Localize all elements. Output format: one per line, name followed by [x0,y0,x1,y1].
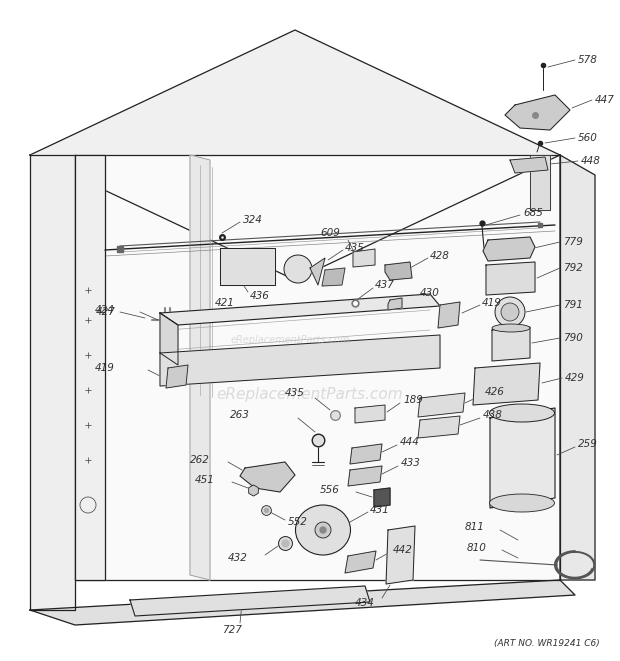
Text: 427: 427 [96,307,116,317]
Polygon shape [353,249,375,267]
Polygon shape [75,155,560,580]
Polygon shape [438,302,460,328]
Polygon shape [418,393,465,417]
Text: 263: 263 [230,410,250,420]
Polygon shape [240,462,295,492]
Text: 578: 578 [578,55,598,65]
Text: 432: 432 [228,553,248,563]
Circle shape [501,303,519,321]
Text: 437: 437 [375,280,395,290]
Text: 448: 448 [581,156,601,166]
Text: 430: 430 [420,288,440,298]
Polygon shape [510,157,548,173]
Text: 262: 262 [190,455,210,465]
Text: 779: 779 [563,237,583,247]
Ellipse shape [490,494,554,512]
Text: 792: 792 [563,263,583,273]
Polygon shape [160,294,440,325]
Text: eReplacementParts.com: eReplacementParts.com [230,335,350,345]
Polygon shape [418,416,460,438]
Text: 552: 552 [288,517,308,527]
Polygon shape [322,268,345,286]
Polygon shape [350,444,382,464]
Text: 447: 447 [595,95,615,105]
Polygon shape [220,248,275,285]
Text: 435: 435 [345,243,365,253]
Polygon shape [486,262,535,295]
Polygon shape [374,488,390,507]
Text: 811: 811 [465,522,485,532]
Ellipse shape [492,324,530,332]
Polygon shape [160,335,440,386]
Text: 791: 791 [563,300,583,310]
Polygon shape [30,155,75,610]
Polygon shape [490,408,555,508]
Polygon shape [492,327,530,361]
Text: 426: 426 [485,387,505,397]
Text: 609: 609 [320,228,340,238]
Polygon shape [560,155,595,580]
Text: 189: 189 [403,395,423,405]
Ellipse shape [296,505,350,555]
Polygon shape [355,405,385,423]
Text: 419: 419 [482,298,502,308]
Text: 790: 790 [563,333,583,343]
Polygon shape [30,30,560,280]
Text: 560: 560 [578,133,598,143]
Text: 433: 433 [401,458,421,468]
Polygon shape [385,262,412,280]
Text: 429: 429 [565,373,585,383]
Circle shape [284,255,312,283]
Polygon shape [483,237,535,261]
Text: 435: 435 [285,388,305,398]
Polygon shape [160,313,178,365]
Text: 436: 436 [250,291,270,301]
Text: 556: 556 [320,485,340,495]
Polygon shape [473,363,540,405]
Text: 324: 324 [243,215,263,225]
Polygon shape [310,258,325,285]
Circle shape [320,527,326,533]
Polygon shape [345,551,376,573]
Text: 428: 428 [430,251,450,261]
Polygon shape [30,580,575,625]
Text: 259: 259 [578,439,598,449]
Circle shape [315,522,331,538]
Text: 444: 444 [400,437,420,447]
Ellipse shape [490,404,554,422]
Circle shape [495,297,525,327]
Polygon shape [505,95,570,130]
Polygon shape [348,466,382,486]
Text: 685: 685 [523,208,543,218]
Text: 727: 727 [222,625,242,635]
Text: eReplacementParts.com: eReplacementParts.com [216,387,404,403]
Text: (ART NO. WR19241 C6): (ART NO. WR19241 C6) [494,639,600,648]
Text: 419: 419 [95,363,115,373]
Text: 434: 434 [355,598,375,608]
Text: 431: 431 [370,505,390,515]
Text: 438: 438 [483,410,503,420]
Polygon shape [190,155,210,580]
Polygon shape [166,365,188,388]
Polygon shape [388,298,402,310]
Text: 451: 451 [195,475,215,485]
Polygon shape [130,586,370,616]
Text: 424: 424 [95,305,115,315]
Polygon shape [386,526,415,584]
Polygon shape [530,155,550,210]
Text: 442: 442 [393,545,413,555]
Text: 421: 421 [215,298,235,308]
Polygon shape [75,155,105,580]
Text: 810: 810 [467,543,487,553]
